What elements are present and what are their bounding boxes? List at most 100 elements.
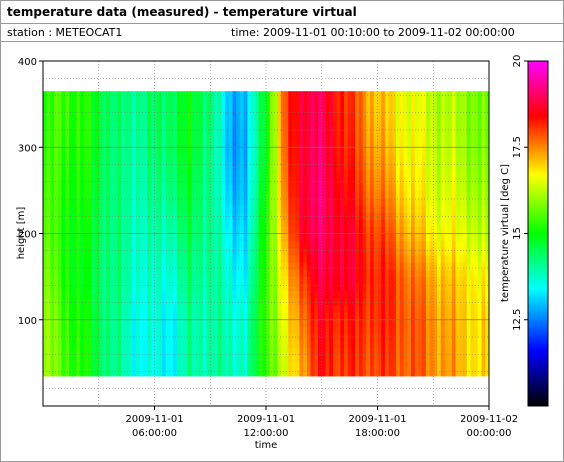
heatmap-cell: [266, 91, 271, 99]
heatmap-cell: [332, 297, 338, 306]
heatmap-cell: [202, 98, 208, 107]
heatmap-cell: [154, 333, 159, 341]
heatmap-cell: [106, 276, 111, 284]
heatmap-cell: [474, 290, 479, 299]
heatmap-cell: [46, 212, 52, 220]
heatmap-cell: [139, 226, 144, 235]
heatmap-cell: [199, 304, 204, 313]
heatmap-cell: [381, 112, 386, 121]
heatmap-cell: [46, 326, 52, 334]
heatmap-cell: [165, 333, 170, 341]
heatmap-cell: [273, 133, 278, 142]
heatmap-cell: [232, 261, 237, 270]
heatmap-cell: [154, 91, 159, 99]
heatmap-cell: [436, 197, 442, 206]
heatmap-cell: [258, 269, 263, 277]
heatmap-cell: [102, 340, 107, 348]
heatmap-cell: [310, 112, 315, 121]
heatmap-cell: [262, 162, 267, 171]
heatmap-cell: [173, 91, 178, 99]
heatmap-cell: [109, 162, 115, 171]
heatmap-cell: [243, 119, 249, 128]
heatmap-cell: [132, 119, 137, 128]
heatmap-cell: [251, 269, 256, 277]
heatmap-cell: [295, 311, 301, 320]
heatmap-cell: [87, 190, 92, 199]
heatmap-cell: [444, 283, 449, 292]
heatmap-cell: [273, 283, 278, 292]
heatmap-cell: [143, 233, 148, 242]
heatmap-cell: [69, 368, 74, 377]
heatmap-cell: [381, 340, 386, 348]
heatmap-cell: [228, 240, 234, 249]
heatmap-cell: [117, 276, 122, 284]
heatmap-cell: [225, 205, 230, 213]
heatmap-cell: [206, 91, 211, 99]
heatmap-cell: [195, 126, 200, 135]
heatmap-cell: [139, 290, 144, 299]
heatmap-cell: [139, 247, 144, 256]
heatmap-cell: [355, 347, 360, 356]
heatmap-cell: [466, 155, 472, 163]
heatmap-cell: [50, 126, 55, 135]
heatmap-cell: [180, 141, 185, 149]
heatmap-cell: [381, 247, 386, 256]
heatmap-cell: [381, 126, 386, 135]
heatmap-cell: [392, 233, 397, 242]
heatmap-cell: [407, 226, 412, 235]
heatmap-cell: [410, 240, 416, 249]
heatmap-cell: [292, 126, 297, 135]
heatmap-cell: [425, 105, 431, 114]
heatmap-cell: [366, 340, 371, 348]
heatmap-cell: [407, 162, 412, 171]
heatmap-cell: [213, 141, 219, 149]
heatmap-cell: [321, 333, 327, 341]
heatmap-cell: [165, 226, 170, 235]
heatmap-cell: [158, 98, 163, 107]
heatmap-cell: [139, 190, 144, 199]
heatmap-cell: [318, 318, 323, 327]
heatmap-cell: [310, 261, 315, 270]
heatmap-cell: [98, 368, 104, 377]
heatmap-cell: [199, 105, 204, 114]
heatmap-cell: [377, 340, 382, 348]
heatmap-cell: [195, 183, 200, 192]
heatmap-cell: [477, 254, 483, 263]
heatmap-cell: [474, 98, 479, 107]
heatmap-cell: [213, 354, 219, 363]
heatmap-cell: [180, 318, 185, 327]
heatmap-cell: [329, 205, 334, 213]
heatmap-cell: [158, 233, 163, 242]
heatmap-cell: [269, 119, 275, 128]
heatmap-cell: [470, 169, 475, 178]
x-tick-label-time: 12:00:00: [244, 428, 289, 439]
heatmap-cell: [221, 226, 226, 235]
heatmap-cell: [362, 162, 367, 171]
heatmap-cell: [121, 297, 126, 306]
heatmap-cell: [228, 205, 234, 213]
heatmap-cell: [451, 133, 457, 142]
heatmap-cell: [292, 91, 297, 99]
colorbar-tick-label: 15: [512, 227, 523, 240]
heatmap-cell: [455, 361, 460, 370]
heatmap-cell: [273, 98, 278, 107]
heatmap-cell: [184, 361, 189, 370]
heatmap-cell: [221, 205, 226, 213]
heatmap-cell: [266, 247, 271, 256]
heatmap-cell: [262, 347, 267, 356]
heatmap-cell: [158, 254, 163, 263]
heatmap-cell: [91, 155, 96, 163]
heatmap-cell: [355, 361, 360, 370]
heatmap-cell: [444, 269, 449, 277]
heatmap-cell: [113, 347, 118, 356]
heatmap-cell: [314, 326, 319, 334]
heatmap-cell: [173, 240, 178, 249]
heatmap-cell: [410, 261, 416, 270]
heatmap-cell: [474, 368, 479, 377]
heatmap-cell: [173, 354, 178, 363]
heatmap-cell: [184, 98, 189, 107]
heatmap-cell: [199, 318, 204, 327]
heatmap-cell: [381, 326, 386, 334]
heatmap-cell: [448, 126, 453, 135]
heatmap-cell: [303, 240, 308, 249]
